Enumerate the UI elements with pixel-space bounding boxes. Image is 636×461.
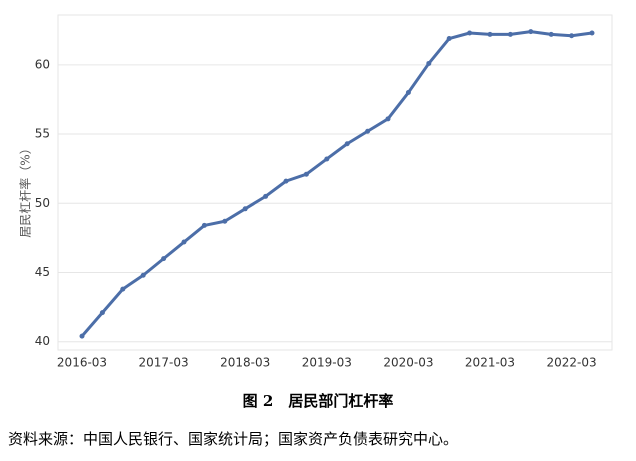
y-tick-label: 60 [35, 57, 50, 71]
y-axis-label: 居民杠杆率（%） [18, 142, 33, 237]
point [446, 36, 452, 42]
point [99, 310, 105, 316]
y-tick-label: 40 [35, 334, 50, 348]
point [467, 30, 473, 36]
point [528, 29, 534, 35]
point [120, 286, 126, 292]
point [426, 60, 432, 66]
y-tick-label: 50 [35, 196, 50, 210]
point [283, 178, 289, 184]
point [589, 30, 595, 36]
point [324, 156, 330, 162]
point [548, 31, 554, 37]
source: 资料来源：中国人民银行、国家统计局；国家资产负债表研究中心。 [8, 430, 458, 448]
y-tick-label: 45 [35, 265, 50, 279]
point [507, 31, 513, 37]
caption: 图 2 居民部门杠杆率 [243, 392, 394, 410]
point [405, 90, 411, 96]
point [385, 116, 391, 122]
point [344, 141, 350, 147]
x-tick-label: 2021-03 [465, 356, 515, 370]
point [303, 171, 309, 177]
y-tick-label: 55 [35, 127, 50, 141]
point [161, 256, 167, 262]
point [79, 333, 85, 339]
x-tick-label: 2022-03 [547, 356, 597, 370]
point [201, 222, 207, 228]
x-tick-label: 2017-03 [139, 356, 189, 370]
point [140, 272, 146, 278]
point [181, 239, 187, 245]
point [569, 33, 575, 39]
x-tick-label: 2019-03 [302, 356, 352, 370]
x-tick-label: 2016-03 [57, 356, 107, 370]
line [80, 30, 593, 338]
point [487, 31, 493, 37]
x-tick-label: 2020-03 [383, 356, 433, 370]
x-tick-label: 2018-03 [220, 356, 270, 370]
point [365, 128, 371, 134]
point [242, 206, 248, 212]
point [222, 218, 228, 224]
plot-area [57, 14, 613, 351]
point [263, 193, 269, 199]
